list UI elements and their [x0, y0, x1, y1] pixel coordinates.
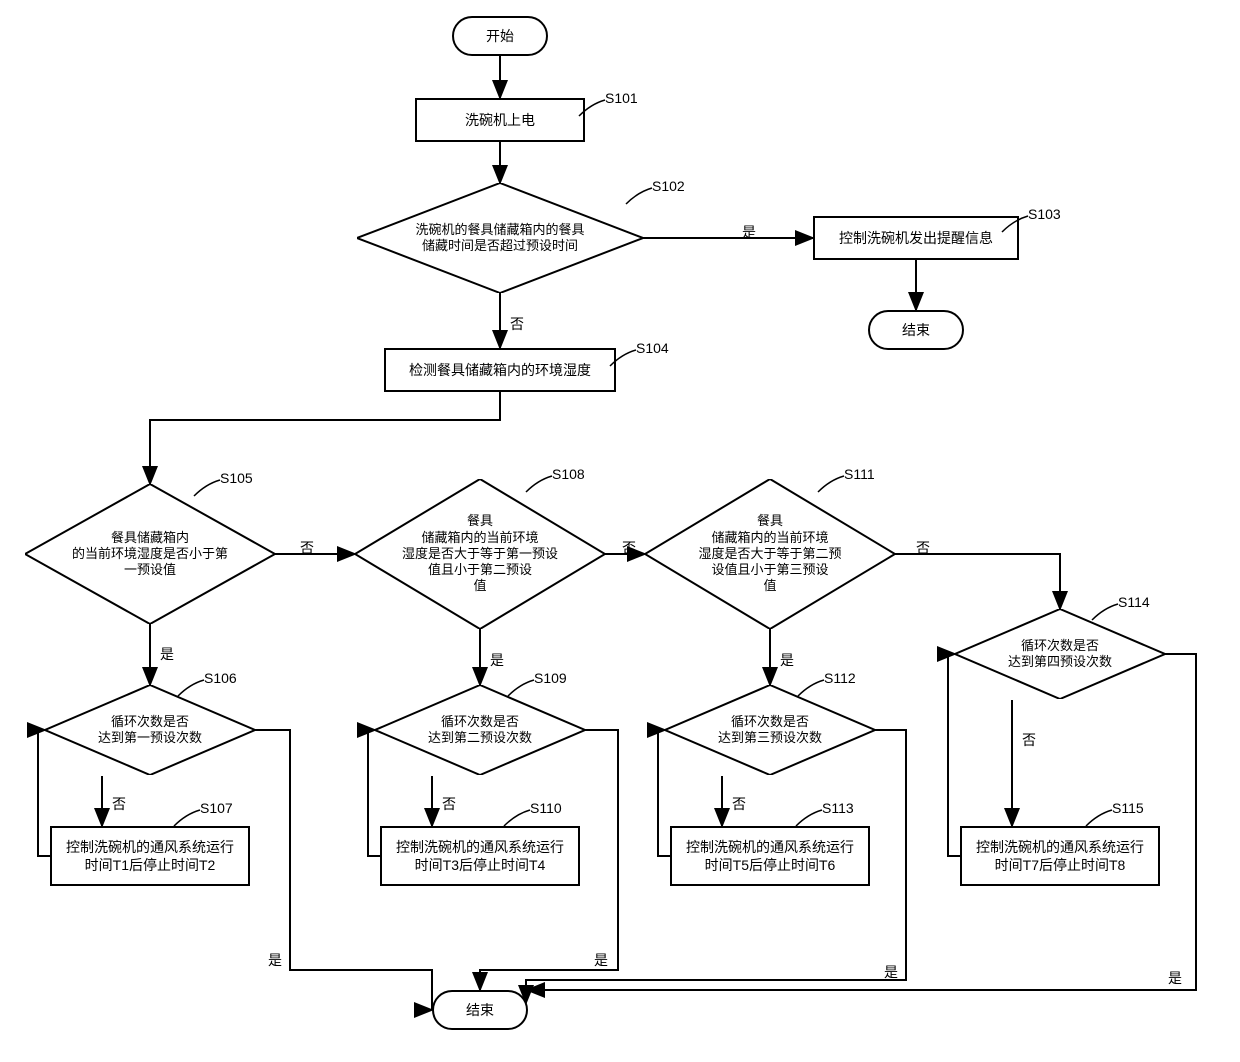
- edge-label: 否: [916, 538, 930, 558]
- step-tag: S101: [605, 90, 638, 106]
- edge-label: 是: [490, 650, 504, 670]
- edge-label: 是: [268, 950, 282, 970]
- edge-label: 否: [1022, 730, 1036, 750]
- step-tag: S104: [636, 340, 669, 356]
- decision-text: 餐具 储藏箱内的当前环境 湿度是否大于等于第一预设 值且小于第二预设 值: [393, 497, 568, 611]
- decision-text: 餐具 储藏箱内的当前环境 湿度是否大于等于第二预 设值且小于第三预设 值: [683, 497, 858, 611]
- decision-text: 循环次数是否 达到第四预设次数: [987, 620, 1134, 688]
- decision-text: 循环次数是否 达到第三预设次数: [697, 696, 844, 764]
- edge-label: 否: [732, 794, 746, 814]
- edge-label: 是: [594, 950, 608, 970]
- terminator-node: 开始: [452, 16, 548, 56]
- step-tag: S114: [1118, 594, 1150, 610]
- process-node: 控制洗碗机的通风系统运行 时间T1后停止时间T2: [50, 826, 250, 886]
- process-node: 控制洗碗机的通风系统运行 时间T5后停止时间T6: [670, 826, 870, 886]
- terminator-node: 结束: [868, 310, 964, 350]
- step-tag: S106: [204, 670, 237, 686]
- step-tag: S103: [1028, 206, 1061, 222]
- step-tag: S105: [220, 470, 253, 486]
- edge-label: 否: [112, 794, 126, 814]
- step-tag: S112: [824, 670, 856, 686]
- step-tag: S102: [652, 178, 685, 194]
- edge-label: 是: [742, 222, 756, 242]
- decision-text: 循环次数是否 达到第二预设次数: [407, 696, 554, 764]
- process-node: 控制洗碗机的通风系统运行 时间T3后停止时间T4: [380, 826, 580, 886]
- terminator-node: 结束: [432, 990, 528, 1030]
- step-tag: S107: [200, 800, 233, 816]
- decision-text: 餐具储藏箱内 的当前环境湿度是否小于第 一预设值: [63, 501, 238, 607]
- process-node: 检测餐具储藏箱内的环境湿度: [384, 348, 616, 392]
- edge-label: 否: [622, 538, 636, 558]
- process-node: 控制洗碗机发出提醒信息: [813, 216, 1019, 260]
- step-tag: S108: [552, 466, 585, 482]
- edge-label: 否: [300, 538, 314, 558]
- process-node: 洗碗机上电: [415, 98, 585, 142]
- step-tag: S111: [844, 466, 875, 482]
- decision-text: 洗碗机的餐具储藏箱内的餐具 储藏时间是否超过预设时间: [400, 196, 600, 280]
- step-tag: S113: [822, 800, 854, 816]
- step-tag: S115: [1112, 800, 1144, 816]
- decision-text: 循环次数是否 达到第一预设次数: [77, 696, 224, 764]
- edge-label: 否: [442, 794, 456, 814]
- edge-label: 是: [884, 962, 898, 982]
- edge-label: 是: [160, 644, 174, 664]
- step-tag: S109: [534, 670, 567, 686]
- edge-label: 是: [780, 650, 794, 670]
- step-tag: S110: [530, 800, 562, 816]
- edge-label: 是: [1168, 968, 1182, 988]
- process-node: 控制洗碗机的通风系统运行 时间T7后停止时间T8: [960, 826, 1160, 886]
- edge-label: 否: [510, 314, 524, 334]
